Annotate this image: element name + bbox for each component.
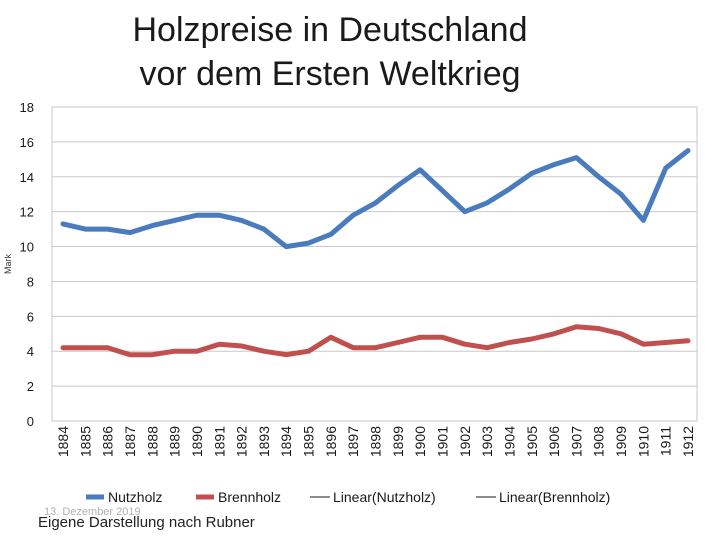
- series-line-nutzholz: [60, 148, 691, 250]
- y-axis-label: Mark: [3, 254, 13, 274]
- y-tick-labels: 0 2 4 6 8 10 12 14 16 18: [20, 100, 34, 429]
- legend-label-linear-nutzholz: Linear(Nutzholz): [333, 489, 436, 505]
- y-tick-label: 16: [20, 135, 34, 150]
- footer-date: 13. Dezember 2019: [44, 506, 141, 518]
- x-tick-label: 1906: [546, 426, 562, 457]
- x-tick-label: 1895: [301, 426, 317, 457]
- x-tick-label: 1894: [278, 426, 294, 457]
- x-tick-label: 1896: [323, 426, 339, 457]
- x-tick-label: 1886: [100, 426, 116, 457]
- x-tick-label: 1901: [434, 426, 450, 457]
- x-tick-label: 1884: [55, 426, 71, 457]
- legend-label-linear-brennholz: Linear(Brennholz): [499, 489, 610, 505]
- x-tick-label: 1897: [345, 426, 361, 457]
- x-tick-label: 1890: [189, 426, 205, 457]
- x-tick-label: 1904: [501, 426, 517, 457]
- chart-title: Holzpreise in Deutschland vor dem Ersten…: [60, 8, 600, 96]
- x-tick-label: 1907: [568, 426, 584, 457]
- title-line-2: vor dem Ersten Weltkrieg: [139, 55, 521, 93]
- y-tick-label: 12: [20, 205, 34, 220]
- y-tick-label: 8: [27, 274, 34, 289]
- plot-area: [51, 106, 698, 422]
- x-tick-label: 1900: [412, 426, 428, 457]
- y-tick-label: 14: [20, 170, 34, 185]
- x-tick-label: 1892: [234, 426, 250, 457]
- legend-label-brennholz: Brennholz: [218, 489, 281, 505]
- x-tick-label: 1898: [368, 426, 384, 457]
- legend-label-nutzholz: Nutzholz: [108, 489, 162, 505]
- y-tick-label: 2: [27, 379, 34, 394]
- x-tick-label: 1885: [77, 426, 93, 457]
- x-tick-label: 1888: [144, 426, 160, 457]
- x-tick-label: 1911: [658, 426, 674, 456]
- legend: Nutzholz Brennholz Linear(Nutzholz) Line…: [86, 489, 610, 505]
- series-line-brennholz: [60, 324, 691, 358]
- x-tick-label: 1905: [524, 426, 540, 457]
- x-tick-label: 1908: [591, 426, 607, 457]
- x-tick-label: 1912: [680, 426, 696, 457]
- series-lines: [60, 148, 691, 358]
- x-tick-label: 1889: [167, 426, 183, 457]
- x-tick-label: 1891: [211, 426, 227, 457]
- x-tick-label: 1887: [122, 426, 138, 457]
- x-tick-labels: 1884 1885 1886 1887 1888 1889 1890 1891 1892 1893…: [55, 426, 696, 457]
- y-tick-label: 0: [27, 414, 34, 429]
- y-tick-label: 6: [27, 309, 34, 324]
- y-tick-label: 18: [20, 100, 34, 115]
- x-tick-label: 1899: [390, 426, 406, 457]
- x-tick-label: 1903: [479, 426, 495, 457]
- x-tick-label: 1902: [457, 426, 473, 457]
- y-tick-label: 10: [20, 240, 34, 255]
- x-tick-label: 1893: [256, 426, 272, 457]
- title-line-1: Holzpreise in Deutschland: [132, 11, 528, 49]
- x-tick-label: 1909: [613, 426, 629, 457]
- x-tick-label: 1910: [635, 426, 651, 457]
- y-tick-label: 4: [27, 344, 34, 359]
- footer-source: Eigene Darstellung nach Rubner: [38, 514, 255, 531]
